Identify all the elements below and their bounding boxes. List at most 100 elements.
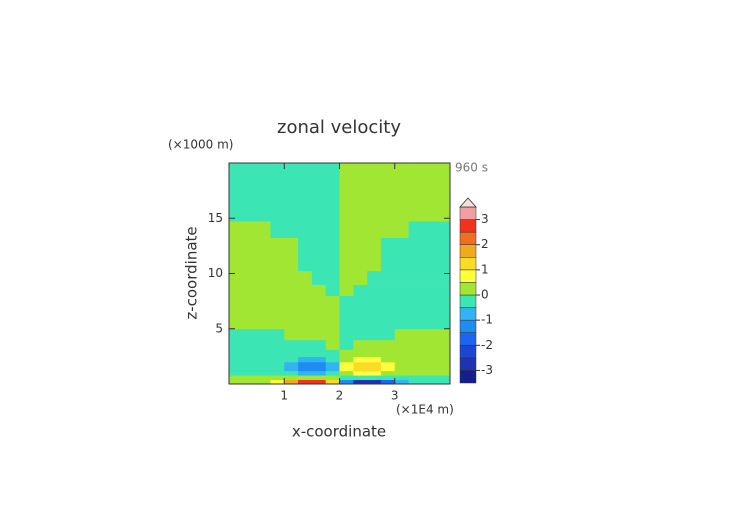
- contour-cell: [422, 339, 437, 350]
- contour-cell: [408, 270, 423, 285]
- contour-cell: [298, 349, 313, 358]
- contour-cell: [436, 356, 451, 363]
- contour-cell: [242, 328, 258, 341]
- colorbar-box: [459, 219, 477, 233]
- colorbar-box: [459, 282, 477, 296]
- contour-cell: [367, 204, 382, 222]
- contour-cell: [380, 306, 396, 319]
- contour-cell: [408, 361, 423, 367]
- contour-cell: [284, 356, 299, 363]
- contour-cell: [298, 204, 313, 222]
- contour-cell: [242, 163, 258, 189]
- contour-cell: [256, 328, 271, 341]
- contour-cell: [436, 254, 451, 272]
- colorbar-tick-label: 0: [481, 288, 489, 302]
- contour-cell: [380, 237, 396, 255]
- contour-cell: [339, 375, 354, 380]
- contour-cell: [325, 295, 340, 308]
- contour-cell: [242, 375, 258, 380]
- contour-cell: [229, 366, 244, 372]
- contour-cell: [325, 361, 340, 367]
- contour-cell: [311, 284, 327, 296]
- contour-cell: [229, 349, 244, 358]
- contour-cell: [339, 237, 354, 255]
- contour-cell: [270, 221, 285, 238]
- contour-cell: [229, 270, 244, 285]
- contour-cell: [380, 204, 396, 222]
- contour-cell: [325, 317, 340, 330]
- contour-cell: [256, 370, 271, 376]
- contour-cell: [270, 328, 285, 341]
- y-unit: (×1000 m): [168, 138, 233, 152]
- contour-cell: [242, 361, 258, 367]
- contour-cell: [422, 163, 437, 189]
- contour-cell: [380, 375, 396, 380]
- contour-cell: [270, 339, 285, 350]
- colorbar-box: [459, 257, 477, 271]
- contour-cell: [284, 221, 299, 238]
- contour-cell: [367, 295, 382, 308]
- contour-cell: [394, 375, 409, 380]
- colorbar-box: [459, 345, 477, 359]
- contour-cell: [353, 361, 368, 367]
- contour-cell: [422, 221, 437, 238]
- contour-cell: [256, 306, 271, 319]
- contour-cell: [408, 163, 423, 189]
- contour-cell: [394, 163, 409, 189]
- y-tick-label: 5: [215, 321, 223, 335]
- contour-cell: [311, 370, 327, 376]
- contour-cell: [408, 187, 423, 205]
- contour-cell: [229, 254, 244, 272]
- contour-cell: [339, 328, 354, 341]
- contour-cell: [380, 221, 396, 238]
- contour-cell: [325, 270, 340, 285]
- contour-cell: [408, 306, 423, 319]
- contour-cell: [242, 356, 258, 363]
- contour-cell: [380, 339, 396, 350]
- contour-cell: [229, 284, 244, 296]
- colorbar-tick-label: 1: [481, 262, 489, 276]
- x-axis-label: x-coordinate: [292, 423, 386, 441]
- x-tick-label: 1: [280, 389, 288, 403]
- contour-cell: [422, 328, 437, 341]
- contour-cell: [367, 375, 382, 380]
- contour-cell: [422, 361, 437, 367]
- contour-cell: [436, 370, 451, 376]
- contour-cell: [380, 356, 396, 363]
- colorbar-box: [459, 307, 477, 321]
- contour-cell: [408, 370, 423, 376]
- contour-cell: [325, 379, 340, 385]
- contour-cell: [311, 237, 327, 255]
- contour-cell: [353, 379, 368, 385]
- contour-cell: [284, 339, 299, 350]
- contour-cell: [298, 379, 313, 385]
- contour-cell: [311, 361, 327, 367]
- contour-cell: [422, 204, 437, 222]
- contour-cell: [353, 221, 368, 238]
- contour-cell: [436, 163, 451, 189]
- contour-cell: [436, 187, 451, 205]
- contour-cell: [256, 270, 271, 285]
- contour-cell: [422, 270, 437, 285]
- contour-cell: [394, 379, 409, 385]
- contour-cell: [270, 306, 285, 319]
- contour-cell: [380, 379, 396, 385]
- y-tick-label: 15: [208, 211, 223, 225]
- contour-cell: [380, 187, 396, 205]
- contour-cell: [242, 270, 258, 285]
- contour-cell: [242, 379, 258, 385]
- contour-cell: [256, 163, 271, 189]
- contour-cell: [298, 361, 313, 367]
- contour-cell: [229, 221, 244, 238]
- contour-cell: [325, 356, 340, 363]
- contour-cell: [284, 284, 299, 296]
- contour-cell: [436, 366, 451, 372]
- colorbar-box: [459, 370, 477, 384]
- contour-cell: [325, 328, 340, 341]
- contour-cell: [242, 221, 258, 238]
- contour-cell: [229, 163, 244, 189]
- contour-cell: [325, 370, 340, 376]
- contour-cell: [394, 361, 409, 367]
- contour-cell: [380, 361, 396, 367]
- contour-cell: [394, 306, 409, 319]
